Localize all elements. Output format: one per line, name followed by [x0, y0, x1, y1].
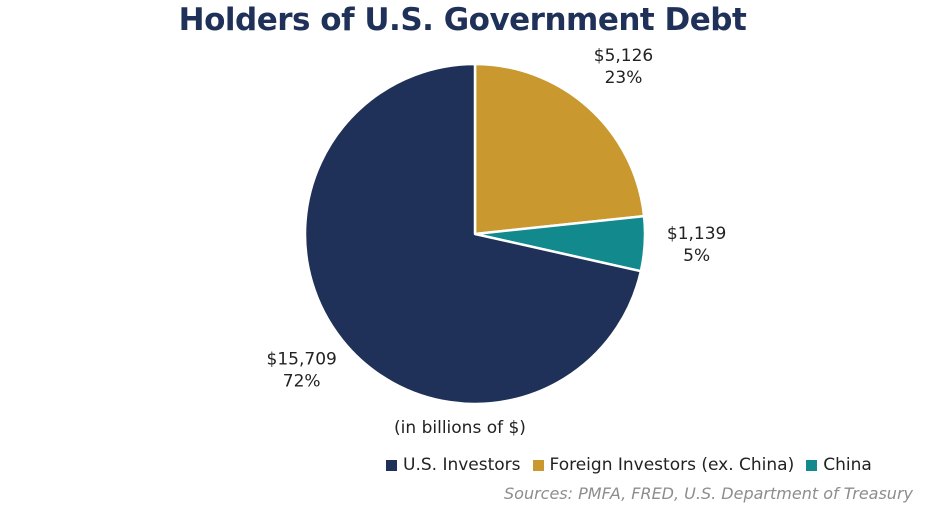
- legend: U.S. Investors Foreign Investors (ex. Ch…: [386, 455, 872, 475]
- legend-label: U.S. Investors: [403, 455, 521, 475]
- pie-labels: $5,126 23% $1,139 5% $15,709 72%: [267, 46, 727, 392]
- legend-label: China: [823, 455, 872, 475]
- percent-label: 5%: [683, 246, 710, 266]
- legend-item-foreign-investors: Foreign Investors (ex. China): [532, 455, 795, 475]
- data-label: $5,126 23%: [594, 46, 653, 88]
- pie-slice-u-s-investors: [303, 62, 643, 406]
- percent-label: 23%: [605, 68, 643, 88]
- source-note: Sources: PMFA, FRED, U.S. Department of …: [504, 484, 913, 503]
- chart-title: Holders of U.S. Government Debt: [178, 2, 747, 38]
- legend-label: Foreign Investors (ex. China): [549, 455, 795, 475]
- value-label: $15,709: [267, 350, 337, 370]
- value-label: $5,126: [594, 46, 653, 66]
- legend-swatch: [386, 459, 397, 471]
- legend-item-china: China: [806, 455, 872, 475]
- unit-note: (in billions of $): [394, 418, 526, 438]
- data-label: $1,139 5%: [667, 224, 726, 266]
- legend-swatch: [532, 459, 544, 471]
- value-label: $1,139: [667, 224, 726, 244]
- pie-slices: [303, 62, 647, 406]
- percent-label: 72%: [283, 372, 321, 392]
- pie-slice-foreign-investors-ex-china: [473, 62, 646, 236]
- legend-swatch: [806, 459, 818, 471]
- data-label: $15,709 72%: [267, 350, 337, 392]
- legend-item-us-investors: U.S. Investors: [386, 455, 521, 475]
